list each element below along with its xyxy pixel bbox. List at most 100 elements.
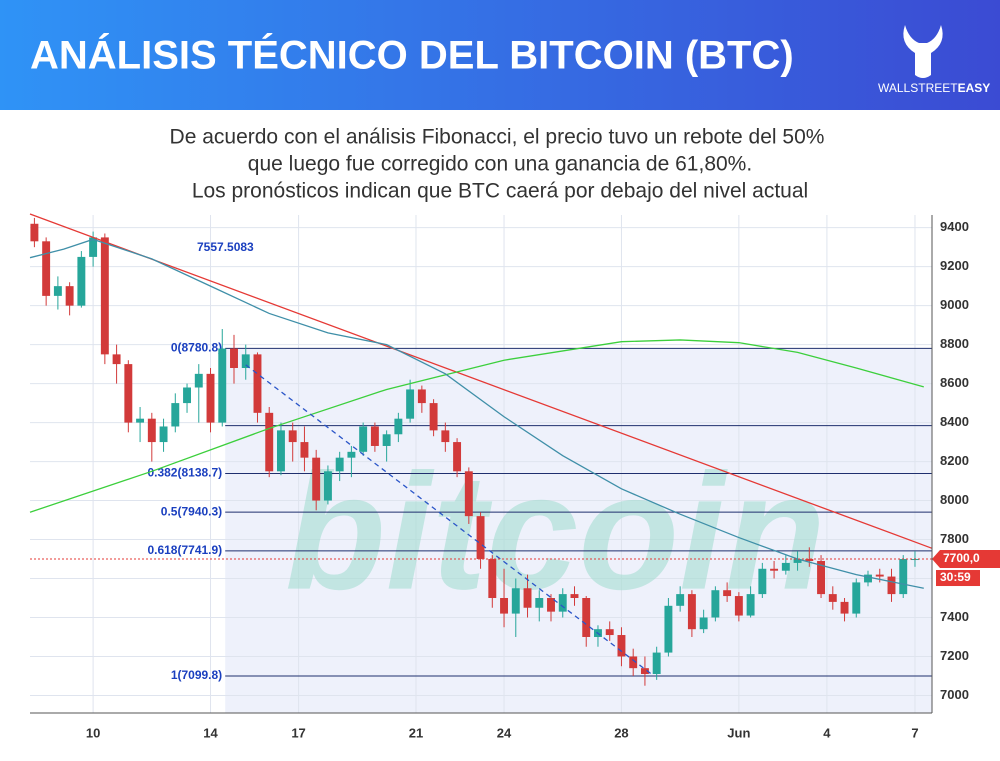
fib-label: 0.382(8138.7) — [147, 466, 222, 480]
title: ANÁLISIS TÉCNICO DEL BITCOIN (BTC) — [30, 33, 794, 78]
candle-body — [875, 574, 884, 577]
candle-body — [100, 237, 109, 355]
candle-body — [805, 559, 814, 561]
candle-body — [300, 442, 309, 458]
candle-body — [640, 668, 649, 675]
candle-body — [159, 426, 168, 443]
candle-body — [194, 373, 203, 388]
candle-body — [664, 605, 673, 653]
candle-body — [183, 387, 191, 404]
candle-body — [699, 617, 708, 630]
y-tick-label: 7200 — [940, 648, 969, 663]
fib-label: 1(7099.8) — [171, 668, 222, 682]
x-tick-label: 24 — [497, 725, 512, 740]
candle-body — [734, 596, 743, 616]
candle-body — [429, 403, 438, 431]
candle-body — [136, 418, 145, 423]
candle-body — [817, 560, 826, 595]
fib-label: 0(8780.8) — [171, 341, 222, 355]
x-tick-label: 14 — [203, 725, 218, 740]
candle-body — [899, 559, 908, 595]
candle-body — [887, 576, 896, 595]
candle-body — [42, 241, 51, 296]
candle-body — [347, 451, 356, 458]
y-tick-label: 9400 — [940, 219, 969, 234]
y-tick-label: 8200 — [940, 453, 969, 468]
candle-body — [523, 588, 532, 608]
candle-body — [629, 656, 638, 669]
x-tick-label: Jun — [727, 725, 750, 740]
x-tick-label: 4 — [823, 725, 831, 740]
candle-body — [147, 418, 156, 443]
candle-body — [30, 223, 39, 242]
candle-body — [441, 430, 450, 443]
candle-body — [687, 594, 696, 630]
candle-body — [417, 389, 426, 404]
candle-body — [652, 652, 661, 675]
candle-body — [288, 430, 297, 443]
candle-body — [112, 354, 121, 365]
candle-body — [312, 457, 321, 501]
candle-body — [265, 412, 274, 472]
candle-body — [253, 354, 262, 413]
candle-body — [370, 426, 379, 446]
candle-body — [511, 588, 520, 614]
candle-body — [558, 594, 567, 612]
indicator-line — [245, 364, 652, 675]
indicator-line — [29, 339, 924, 513]
logo-icon — [903, 25, 943, 78]
candle-body — [277, 430, 285, 472]
y-tick-label: 9000 — [940, 297, 969, 312]
fib-zone — [225, 348, 933, 713]
candle-body — [723, 590, 732, 597]
candle-body — [770, 568, 779, 571]
subtitle-line: Los pronósticos indican que BTC caerá po… — [192, 180, 808, 203]
logo-bold: EASY — [958, 81, 991, 95]
x-tick-label: 10 — [86, 725, 100, 740]
indicator-line — [29, 238, 924, 589]
candle-body — [605, 629, 614, 636]
candle-body — [89, 237, 98, 257]
candle-body — [758, 568, 767, 595]
x-tick-label: 21 — [409, 725, 423, 740]
candle-body — [535, 598, 544, 608]
candle-body — [547, 598, 555, 612]
candle-body — [676, 594, 685, 606]
chart: 7000720074007600780080008200840086008800… — [29, 213, 1000, 740]
logo-light: WALLSTREET — [878, 81, 958, 95]
candle-body — [746, 594, 755, 616]
candle-body — [206, 373, 215, 423]
watermark: bitcoin — [285, 440, 826, 624]
price-tag-label: 7700,0 — [943, 551, 980, 565]
y-tick-label: 8400 — [940, 414, 969, 429]
candle-body — [65, 286, 74, 306]
candle-body — [793, 559, 802, 563]
candle-body — [171, 403, 180, 427]
price-tag — [932, 550, 1000, 569]
y-tick-label: 7800 — [940, 531, 969, 546]
candle-body — [864, 574, 872, 583]
y-tick-label: 7000 — [940, 687, 969, 702]
candle-body — [852, 582, 861, 614]
timer-label: 30:59 — [940, 570, 971, 584]
candle-body — [453, 442, 462, 472]
candle-body — [464, 471, 473, 517]
candle-body — [828, 594, 837, 602]
candle-body — [711, 590, 720, 618]
indicator-line — [29, 213, 933, 549]
candle-body — [500, 598, 509, 614]
timer-box — [936, 570, 980, 587]
candle-body — [382, 434, 391, 446]
candle-body — [476, 516, 485, 560]
candle-body — [77, 256, 86, 306]
y-tick-label: 9200 — [940, 258, 969, 273]
candle-body — [617, 635, 626, 657]
candle-body — [394, 418, 403, 435]
candle-body — [359, 426, 368, 452]
candle-body — [570, 594, 579, 599]
candle-body — [124, 364, 133, 423]
subtitle-line: que luego fue corregido con una ganancia… — [248, 153, 752, 176]
fib-label: 0.5(7940.3) — [161, 504, 222, 518]
annotation: 7557.5083 — [197, 240, 254, 254]
